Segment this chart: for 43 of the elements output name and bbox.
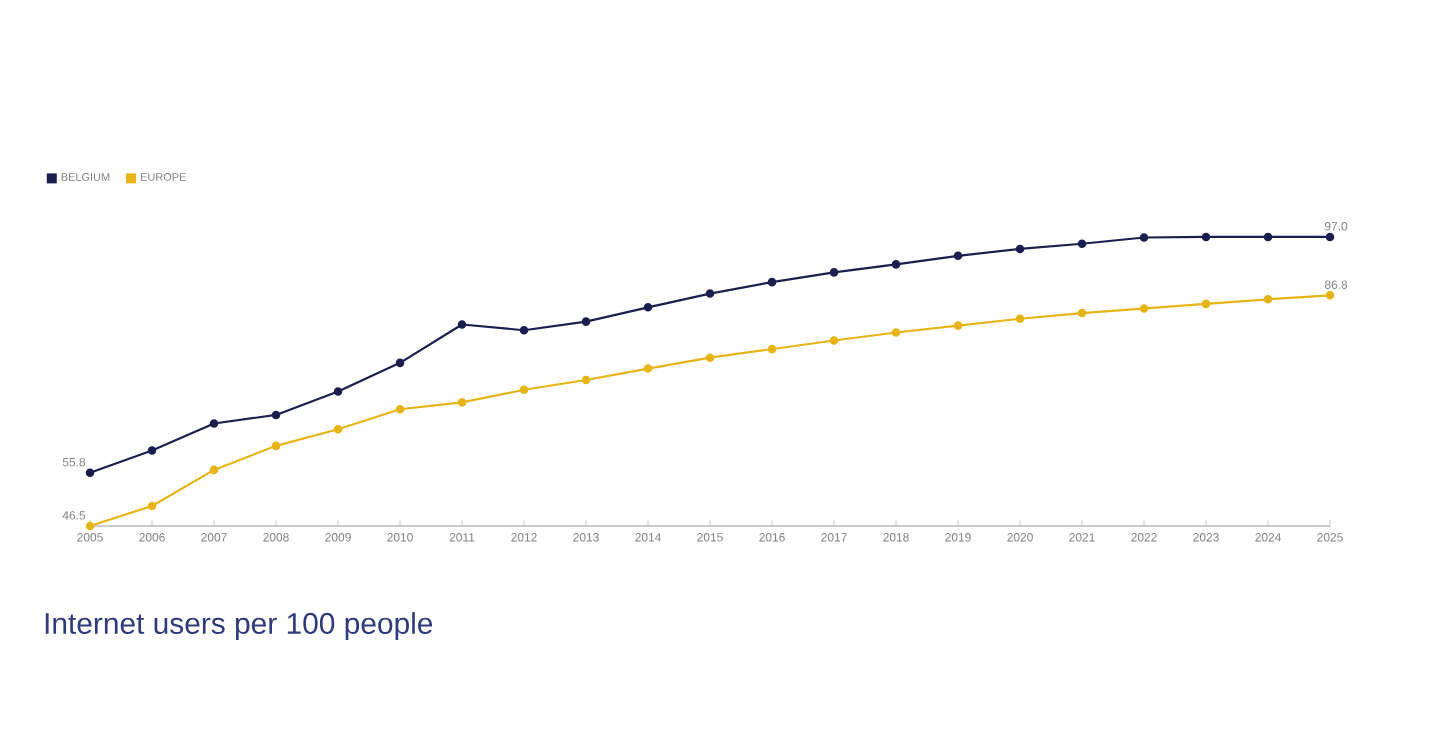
point <box>1263 295 1273 304</box>
point <box>829 268 839 277</box>
point <box>1263 232 1273 242</box>
point <box>705 289 715 298</box>
point <box>705 353 715 362</box>
point <box>1077 239 1087 249</box>
point <box>457 398 467 407</box>
point <box>581 317 591 326</box>
point <box>1139 304 1149 313</box>
point <box>85 521 95 531</box>
point <box>1015 244 1025 254</box>
point <box>829 336 839 345</box>
point <box>891 260 901 269</box>
point <box>953 251 963 261</box>
point <box>1015 314 1025 324</box>
point <box>209 419 219 428</box>
point <box>395 404 405 414</box>
point <box>891 328 901 337</box>
point <box>1325 232 1335 242</box>
point <box>1077 308 1087 318</box>
point <box>953 321 963 330</box>
point <box>1325 291 1335 300</box>
point <box>643 303 653 312</box>
point <box>333 387 343 396</box>
point <box>333 424 343 434</box>
point <box>457 320 467 329</box>
point <box>209 465 219 475</box>
point <box>395 358 405 368</box>
point <box>767 277 777 287</box>
point <box>1201 299 1211 309</box>
point <box>271 410 281 420</box>
point <box>1139 233 1149 242</box>
point <box>519 385 529 395</box>
point <box>581 375 591 385</box>
point <box>85 468 95 478</box>
point <box>147 501 157 511</box>
point <box>1201 232 1211 242</box>
text: Internet users per 100 people <box>45 612 433 640</box>
point <box>767 344 777 354</box>
point <box>147 446 157 455</box>
point <box>271 441 281 451</box>
point <box>643 364 653 373</box>
point <box>519 325 529 335</box>
